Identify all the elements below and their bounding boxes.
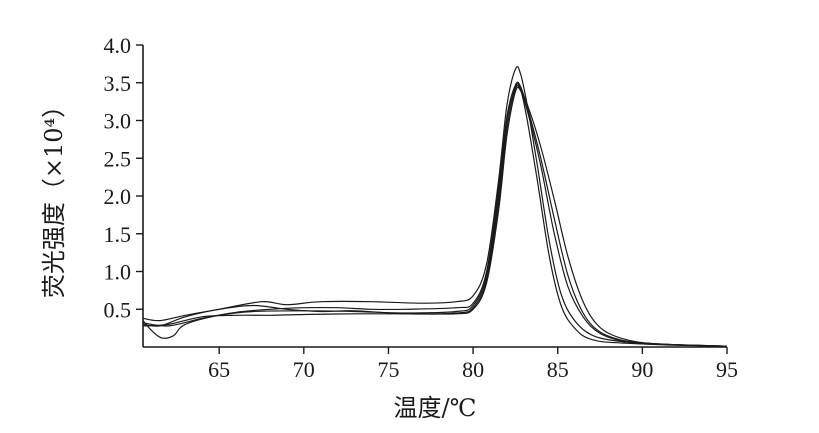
y-tick-label: 1.0 — [104, 260, 132, 285]
y-tick-label: 4.0 — [104, 33, 132, 58]
y-tick-label: 0.5 — [104, 297, 132, 322]
x-tick-label: 95 — [716, 357, 738, 382]
x-tick-label: 80 — [462, 357, 484, 382]
y-tick-label: 2.0 — [104, 184, 132, 209]
y-axis-ticks: 0.5 1.0 1.5 2.0 2.5 3.0 3.5 4.0 — [104, 33, 143, 322]
y-tick-label: 3.5 — [104, 71, 132, 96]
y-tick-label: 2.5 — [104, 146, 132, 171]
series-line-4 — [142, 84, 728, 347]
x-tick-label: 70 — [293, 357, 315, 382]
series-line-2 — [142, 82, 728, 347]
y-tick-label: 1.5 — [104, 222, 132, 247]
series-group — [142, 66, 728, 347]
series-line-1 — [142, 66, 728, 347]
x-tick-label: 85 — [547, 357, 569, 382]
x-axis-title: 温度/℃ — [394, 394, 477, 422]
x-tick-label: 75 — [377, 357, 399, 382]
series-line-5 — [142, 86, 728, 347]
x-tick-label: 65 — [208, 357, 230, 382]
x-axis-ticks: 65 70 75 80 85 90 95 — [208, 347, 738, 382]
series-line-3 — [142, 81, 728, 347]
y-axis-title: 荧光强度（×10⁴） — [40, 94, 68, 298]
x-tick-label: 90 — [631, 357, 653, 382]
y-tick-label: 3.0 — [104, 109, 132, 134]
